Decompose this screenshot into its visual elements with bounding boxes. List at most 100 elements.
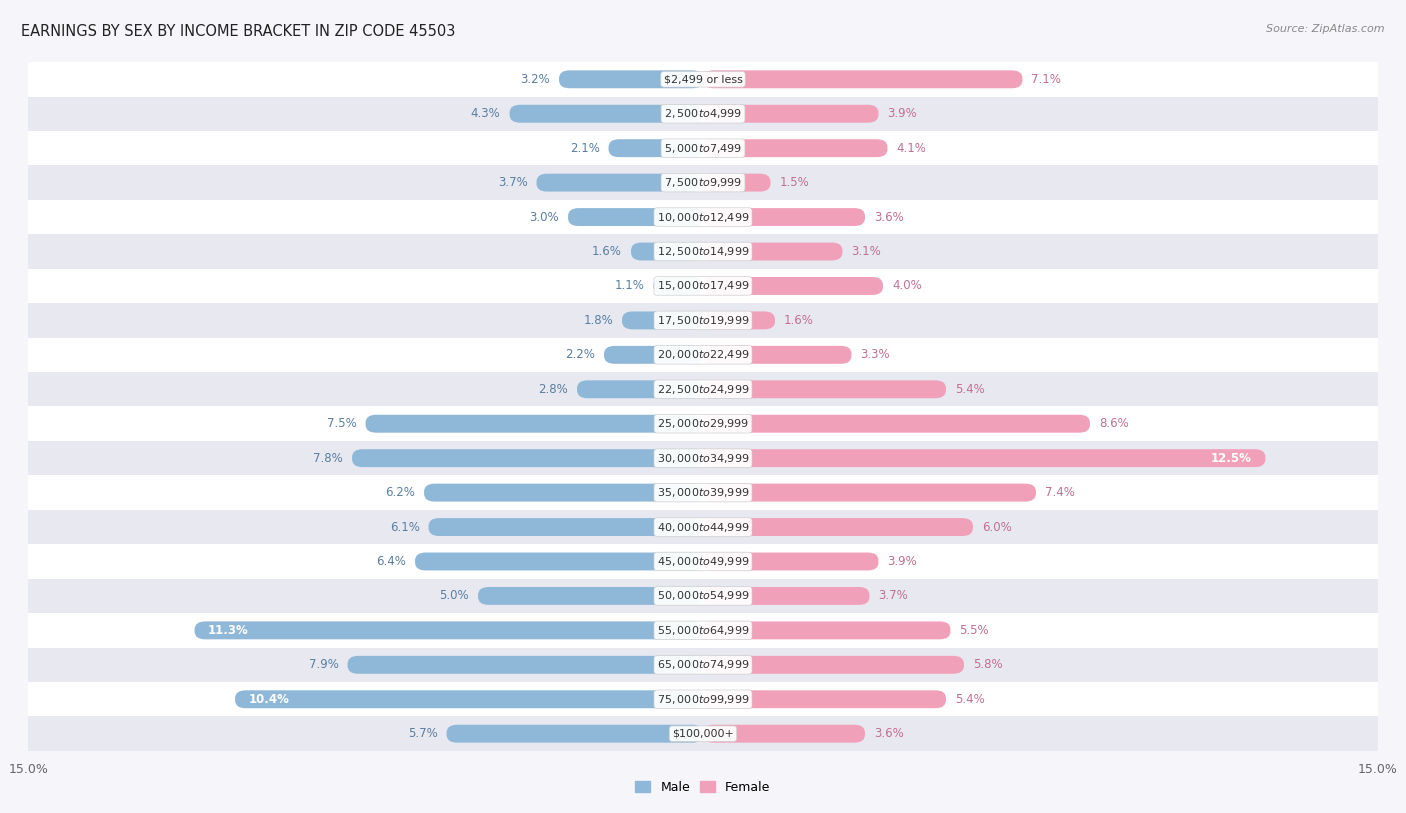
Bar (28, 131, 1378, 165)
Text: 2.1%: 2.1% (569, 141, 599, 154)
FancyBboxPatch shape (703, 621, 950, 639)
FancyBboxPatch shape (703, 174, 770, 192)
FancyBboxPatch shape (703, 450, 1265, 467)
FancyBboxPatch shape (703, 346, 852, 363)
FancyBboxPatch shape (703, 277, 883, 295)
Text: $7,500 to $9,999: $7,500 to $9,999 (664, 176, 742, 189)
Text: 8.6%: 8.6% (1099, 417, 1129, 430)
Text: 5.8%: 5.8% (973, 659, 1002, 672)
FancyBboxPatch shape (568, 208, 703, 226)
Text: EARNINGS BY SEX BY INCOME BRACKET IN ZIP CODE 45503: EARNINGS BY SEX BY INCOME BRACKET IN ZIP… (21, 24, 456, 39)
FancyBboxPatch shape (609, 139, 703, 157)
Bar (28, 476, 1378, 510)
Text: $75,000 to $99,999: $75,000 to $99,999 (657, 693, 749, 706)
Bar (28, 372, 1378, 406)
FancyBboxPatch shape (703, 105, 879, 123)
Text: 3.2%: 3.2% (520, 73, 550, 86)
Text: $50,000 to $54,999: $50,000 to $54,999 (657, 589, 749, 602)
Bar (28, 579, 1378, 613)
Text: $55,000 to $64,999: $55,000 to $64,999 (657, 624, 749, 637)
Text: $5,000 to $7,499: $5,000 to $7,499 (664, 141, 742, 154)
FancyBboxPatch shape (703, 484, 1036, 502)
Text: $25,000 to $29,999: $25,000 to $29,999 (657, 417, 749, 430)
Bar (28, 200, 1378, 234)
Bar (28, 544, 1378, 579)
Bar (28, 303, 1378, 337)
FancyBboxPatch shape (703, 380, 946, 398)
FancyBboxPatch shape (425, 484, 703, 502)
Text: 5.5%: 5.5% (959, 624, 988, 637)
Text: 3.9%: 3.9% (887, 555, 917, 568)
Text: 3.6%: 3.6% (875, 211, 904, 224)
Text: Source: ZipAtlas.com: Source: ZipAtlas.com (1267, 24, 1385, 34)
Bar (28, 62, 1378, 97)
Text: 4.3%: 4.3% (471, 107, 501, 120)
Text: 3.3%: 3.3% (860, 348, 890, 361)
FancyBboxPatch shape (703, 690, 946, 708)
Bar (28, 406, 1378, 441)
Text: 4.0%: 4.0% (891, 280, 922, 293)
Bar (28, 441, 1378, 476)
FancyBboxPatch shape (703, 724, 865, 742)
Text: 3.1%: 3.1% (852, 245, 882, 258)
FancyBboxPatch shape (560, 71, 703, 89)
Text: 10.4%: 10.4% (249, 693, 290, 706)
FancyBboxPatch shape (703, 415, 1090, 433)
FancyBboxPatch shape (415, 553, 703, 571)
Text: 6.2%: 6.2% (385, 486, 415, 499)
Text: 7.5%: 7.5% (326, 417, 357, 430)
FancyBboxPatch shape (509, 105, 703, 123)
Text: 3.7%: 3.7% (879, 589, 908, 602)
FancyBboxPatch shape (366, 415, 703, 433)
Text: $17,500 to $19,999: $17,500 to $19,999 (657, 314, 749, 327)
Text: 1.5%: 1.5% (779, 176, 810, 189)
Text: 7.1%: 7.1% (1032, 73, 1062, 86)
FancyBboxPatch shape (703, 587, 869, 605)
Text: 6.0%: 6.0% (981, 520, 1012, 533)
Text: $65,000 to $74,999: $65,000 to $74,999 (657, 659, 749, 672)
FancyBboxPatch shape (537, 174, 703, 192)
Text: $20,000 to $22,499: $20,000 to $22,499 (657, 348, 749, 361)
Text: 7.8%: 7.8% (314, 452, 343, 465)
Text: 7.4%: 7.4% (1045, 486, 1074, 499)
FancyBboxPatch shape (703, 518, 973, 536)
Text: 3.7%: 3.7% (498, 176, 527, 189)
FancyBboxPatch shape (429, 518, 703, 536)
Text: $15,000 to $17,499: $15,000 to $17,499 (657, 280, 749, 293)
FancyBboxPatch shape (703, 553, 879, 571)
Bar (28, 682, 1378, 716)
Text: 5.4%: 5.4% (955, 693, 984, 706)
Text: 1.6%: 1.6% (592, 245, 621, 258)
Text: 6.1%: 6.1% (389, 520, 419, 533)
Bar (28, 613, 1378, 648)
Text: 1.1%: 1.1% (614, 280, 644, 293)
Bar (28, 337, 1378, 372)
Bar (28, 648, 1378, 682)
FancyBboxPatch shape (703, 139, 887, 157)
FancyBboxPatch shape (194, 621, 703, 639)
Text: 1.8%: 1.8% (583, 314, 613, 327)
Text: 5.0%: 5.0% (440, 589, 470, 602)
Text: 3.6%: 3.6% (875, 727, 904, 740)
Bar (28, 510, 1378, 544)
Text: 3.0%: 3.0% (530, 211, 560, 224)
Text: 2.8%: 2.8% (538, 383, 568, 396)
Text: $45,000 to $49,999: $45,000 to $49,999 (657, 555, 749, 568)
Text: 5.7%: 5.7% (408, 727, 437, 740)
FancyBboxPatch shape (576, 380, 703, 398)
Text: $40,000 to $44,999: $40,000 to $44,999 (657, 520, 749, 533)
FancyBboxPatch shape (478, 587, 703, 605)
FancyBboxPatch shape (703, 208, 865, 226)
FancyBboxPatch shape (605, 346, 703, 363)
Bar (28, 716, 1378, 751)
Text: $30,000 to $34,999: $30,000 to $34,999 (657, 452, 749, 465)
Bar (28, 97, 1378, 131)
FancyBboxPatch shape (235, 690, 703, 708)
Text: 2.2%: 2.2% (565, 348, 595, 361)
Text: 11.3%: 11.3% (208, 624, 249, 637)
Text: $35,000 to $39,999: $35,000 to $39,999 (657, 486, 749, 499)
Text: $12,500 to $14,999: $12,500 to $14,999 (657, 245, 749, 258)
FancyBboxPatch shape (352, 450, 703, 467)
FancyBboxPatch shape (447, 724, 703, 742)
FancyBboxPatch shape (703, 71, 1022, 89)
